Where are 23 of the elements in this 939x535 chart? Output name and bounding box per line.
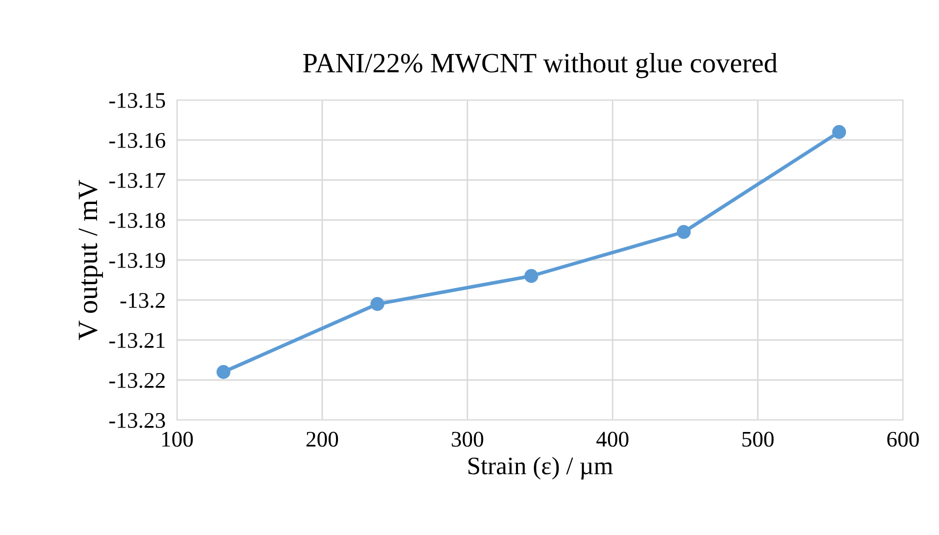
x-tick-label: 500 xyxy=(742,432,774,447)
x-tick-label: 600 xyxy=(887,432,919,447)
point xyxy=(370,297,384,311)
x-tick-label: 200 xyxy=(306,432,338,447)
chart-title: PANI/22% MWCNT without glue covered xyxy=(303,52,778,78)
point xyxy=(216,365,230,379)
y-tick-label: -13.18 xyxy=(109,212,166,228)
x-tick-label: 400 xyxy=(596,432,628,447)
point xyxy=(524,269,538,283)
y-tick-label: -13.16 xyxy=(109,132,166,148)
x-tick-label: 300 xyxy=(452,432,484,447)
y-tick-label: -13.23 xyxy=(109,412,166,428)
y-tick-label: -13.2 xyxy=(120,292,165,308)
y-tick-label: -13.22 xyxy=(109,372,165,388)
x-axis-title: Strain (ε) / µm xyxy=(468,456,613,480)
y-tick-label: -13.17 xyxy=(109,172,166,188)
y-tick-label: -13.21 xyxy=(109,332,165,348)
y-axis-title: V output / mV xyxy=(78,180,103,340)
y-tick-label: -13.15 xyxy=(109,92,166,108)
x-tick-label: 100 xyxy=(162,432,193,447)
y-tick-label: -13.19 xyxy=(109,252,165,268)
point xyxy=(832,125,846,139)
point xyxy=(676,225,691,239)
